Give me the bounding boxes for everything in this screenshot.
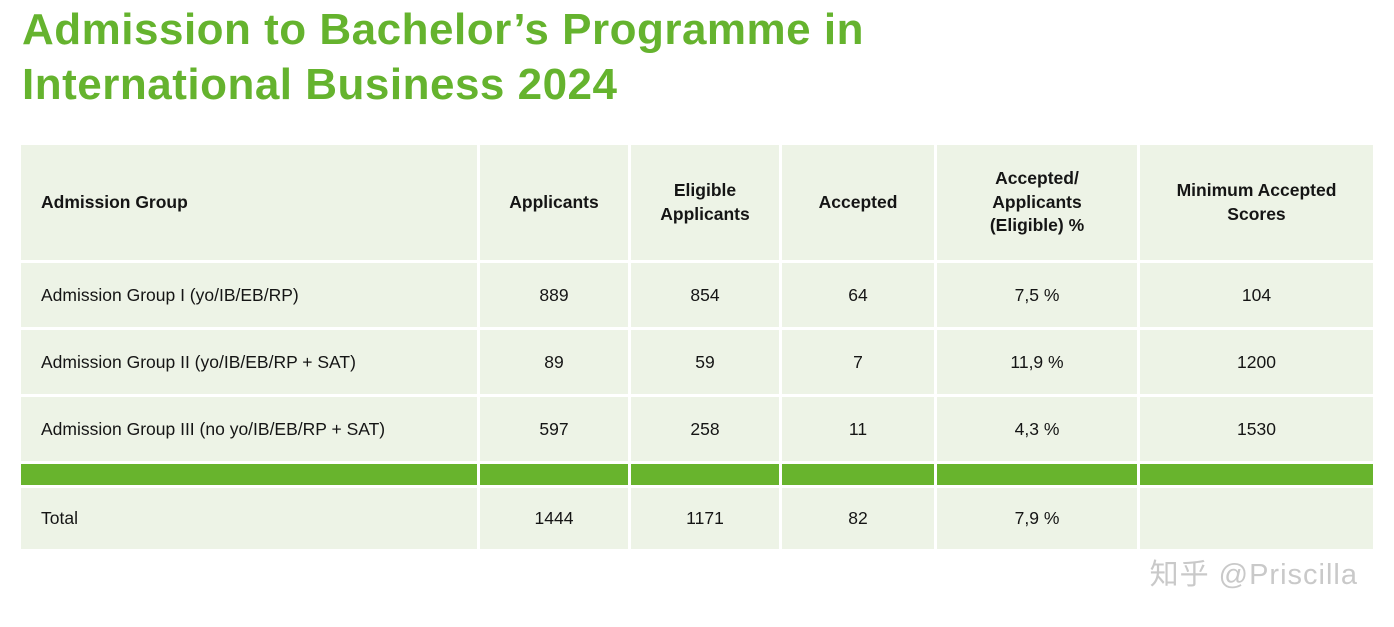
column-header-accepted: Accepted: [782, 145, 934, 260]
separator-band-cell: [782, 464, 934, 485]
column-header-admission-group: Admission Group: [21, 145, 477, 260]
cell-group1-eligible: 854: [631, 263, 779, 327]
cell-group2-min-score: 1200: [1140, 330, 1373, 394]
column-header-applicants: Applicants: [480, 145, 628, 260]
cell-group1-applicants: 889: [480, 263, 628, 327]
separator-band-cell: [1140, 464, 1373, 485]
watermark: 知乎 @Priscilla: [1149, 559, 1358, 591]
separator-band-cell: [480, 464, 628, 485]
cell-group2-applicants: 89: [480, 330, 628, 394]
cell-group3-eligible: 258: [631, 397, 779, 461]
admissions-table: Admission Group Applicants Eligible Appl…: [21, 145, 1373, 549]
page-title: Admission to Bachelor’s Programme in Int…: [22, 5, 864, 109]
cell-group3-accepted: 11: [782, 397, 934, 461]
separator-band-cell: [937, 464, 1137, 485]
cell-group2-accepted: 7: [782, 330, 934, 394]
separator-band-cell: [21, 464, 477, 485]
cell-total-accepted: 82: [782, 488, 934, 549]
cell-group1-accepted: 64: [782, 263, 934, 327]
cell-group3-percent: 4,3 %: [937, 397, 1137, 461]
cell-group3-applicants: 597: [480, 397, 628, 461]
cell-group3-min-score: 1530: [1140, 397, 1373, 461]
cell-total-eligible: 1171: [631, 488, 779, 549]
row-label-group-3: Admission Group III (no yo/IB/EB/RP + SA…: [21, 397, 477, 461]
row-label-group-2: Admission Group II (yo/IB/EB/RP + SAT): [21, 330, 477, 394]
cell-group1-percent: 7,5 %: [937, 263, 1137, 327]
column-header-minimum-accepted-scores: Minimum Accepted Scores: [1140, 145, 1373, 260]
column-header-eligible-applicants: Eligible Applicants: [631, 145, 779, 260]
separator-band-cell: [631, 464, 779, 485]
row-label-total: Total: [21, 488, 477, 549]
cell-group2-eligible: 59: [631, 330, 779, 394]
row-label-group-1: Admission Group I (yo/IB/EB/RP): [21, 263, 477, 327]
cell-total-percent: 7,9 %: [937, 488, 1137, 549]
cell-total-applicants: 1444: [480, 488, 628, 549]
cell-group1-min-score: 104: [1140, 263, 1373, 327]
cell-group2-percent: 11,9 %: [937, 330, 1137, 394]
cell-total-min-score: [1140, 488, 1373, 549]
column-header-accepted-percent: Accepted/ Applicants (Eligible) %: [937, 145, 1137, 260]
